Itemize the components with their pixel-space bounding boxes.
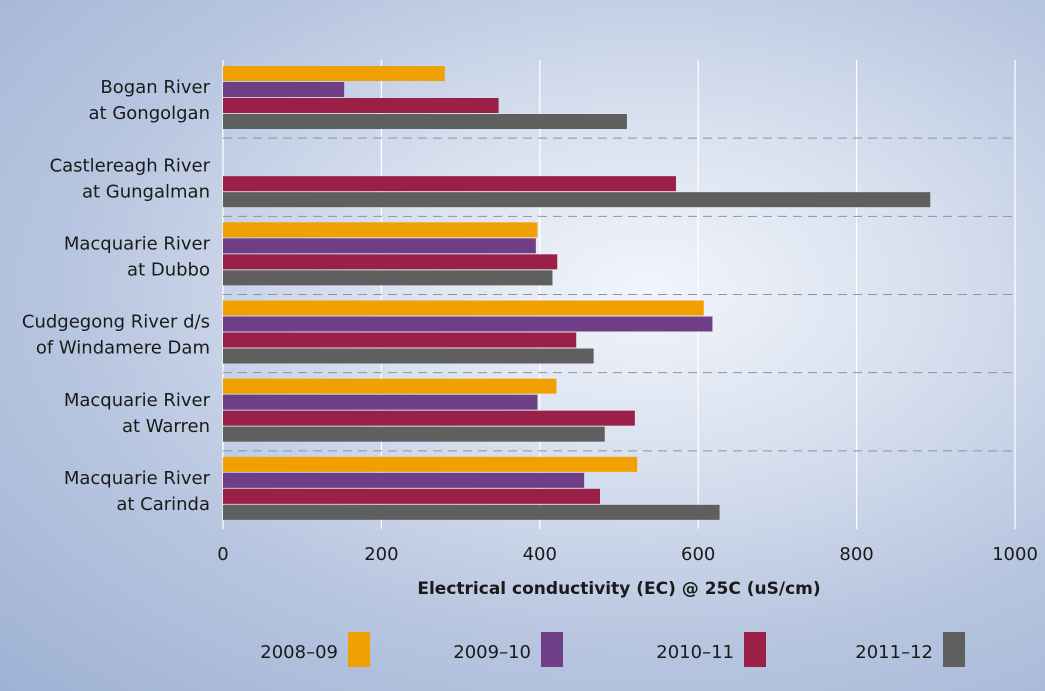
bar-2011–12-0 bbox=[223, 114, 627, 129]
bar-2009–10-2 bbox=[223, 238, 536, 254]
bar-2011–12-4 bbox=[223, 426, 605, 442]
x-tick-label-800: 800 bbox=[839, 544, 873, 565]
bars bbox=[223, 66, 931, 520]
category-label: at Dubbo bbox=[127, 259, 210, 280]
category-labels: Bogan River at Gongolgan Castlereagh River… bbox=[22, 77, 211, 515]
bar-2010–11-2 bbox=[223, 254, 558, 270]
legend-swatch-2009–10 bbox=[541, 632, 563, 667]
category-label: Macquarie River bbox=[64, 390, 211, 411]
x-axis-title: Electrical conductivity (EC) @ 25C (uS/c… bbox=[417, 579, 820, 599]
x-tick-label-200: 200 bbox=[364, 544, 398, 565]
bar-2009–10-3 bbox=[223, 316, 713, 332]
bar-2009–10-4 bbox=[223, 394, 538, 410]
legend-swatch-2010–11 bbox=[744, 632, 766, 667]
category-label: at Carinda bbox=[116, 494, 210, 515]
bar-2009–10-0 bbox=[223, 82, 345, 97]
x-tick-label-1000: 1000 bbox=[992, 544, 1038, 565]
legend-label-2008–09: 2008–09 bbox=[260, 642, 338, 663]
category-label: Macquarie River bbox=[64, 468, 211, 489]
legend-label-2010–11: 2010–11 bbox=[656, 642, 734, 663]
category-label: Bogan River bbox=[100, 77, 210, 98]
category-label: Macquarie River bbox=[64, 233, 211, 254]
category-label: Cudgegong River d/s bbox=[22, 312, 210, 333]
bar-2011–12-5 bbox=[223, 504, 720, 520]
category-separators bbox=[223, 137, 1015, 452]
bar-2011–12-2 bbox=[223, 270, 553, 286]
bar-2010–11-0 bbox=[223, 98, 499, 113]
bar-2008–09-5 bbox=[223, 456, 638, 472]
category-label: at Gongolgan bbox=[89, 103, 210, 124]
bar-2008–09-0 bbox=[223, 66, 445, 81]
bar-2011–12-1 bbox=[223, 192, 931, 208]
bar-2008–09-4 bbox=[223, 378, 557, 394]
legend-swatch-2011–12 bbox=[943, 632, 965, 667]
legend-label-2011–12: 2011–12 bbox=[855, 642, 933, 663]
bar-2011–12-3 bbox=[223, 348, 594, 364]
bar-2008–09-3 bbox=[223, 300, 704, 316]
bar-2008–09-2 bbox=[223, 222, 538, 238]
category-label: at Warren bbox=[122, 416, 210, 437]
x-tick-label-600: 600 bbox=[681, 544, 715, 565]
legend: 2008–09 2009–10 2010–11 2011–12 bbox=[260, 632, 965, 667]
category-label: at Gungalman bbox=[82, 181, 210, 202]
bar-2010–11-5 bbox=[223, 488, 600, 504]
bar-2010–11-1 bbox=[223, 176, 677, 192]
bar-2010–11-4 bbox=[223, 410, 635, 426]
legend-label-2009–10: 2009–10 bbox=[453, 642, 531, 663]
x-tick-label-0: 0 bbox=[217, 544, 228, 565]
bar-2010–11-3 bbox=[223, 332, 577, 348]
bar-2009–10-5 bbox=[223, 472, 585, 488]
x-tick-label-400: 400 bbox=[523, 544, 557, 565]
category-label: Castlereagh River bbox=[50, 155, 211, 176]
legend-swatch-2008–09 bbox=[348, 632, 370, 667]
category-label: of Windamere Dam bbox=[36, 338, 210, 359]
x-tick-labels: 0 200 400 600 800 1000 bbox=[217, 544, 1038, 565]
